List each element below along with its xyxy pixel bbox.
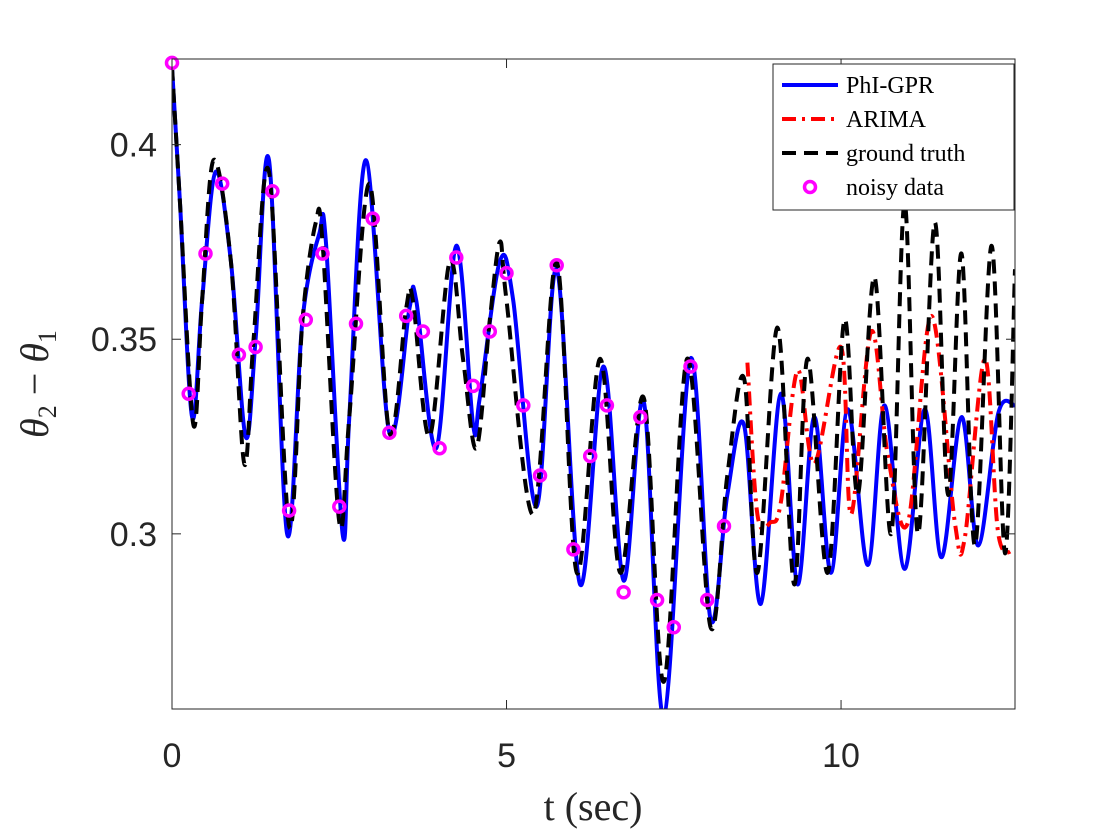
x-ticks: 0 5 10	[163, 59, 860, 775]
noisy-data-point	[666, 620, 682, 635]
noisy-data-point	[683, 359, 698, 374]
noisy-data-point	[432, 440, 447, 456]
x-tick-label: 10	[822, 737, 860, 775]
noisy-data-point	[332, 499, 347, 514]
series-layer	[172, 66, 1015, 709]
y-ticks: 0.3 0.35 0.4	[91, 127, 1015, 554]
y-label-minus: −	[12, 363, 57, 406]
y-tick-label: 0.4	[110, 127, 157, 165]
legend-swatch-noisy-data	[802, 179, 818, 195]
noisy-data-point	[566, 542, 581, 557]
noisy-data-point	[482, 324, 498, 339]
noisy-data-point	[348, 316, 364, 331]
x-tick-label: 5	[497, 737, 516, 775]
y-tick-label: 0.35	[91, 321, 157, 359]
noisy-data-point	[549, 258, 564, 273]
legend-label-ground-truth: ground truth	[846, 141, 965, 167]
noisy-data-point	[231, 347, 247, 363]
legend-label-phi-gpr: PhI-GPR	[846, 73, 934, 99]
axes-box	[171, 58, 1016, 710]
legend-label-noisy-data: noisy data	[846, 175, 944, 201]
noisy-data-point	[716, 518, 732, 534]
y-label-sub-b: 1	[33, 330, 62, 343]
y-tick-label: 0.3	[110, 516, 157, 554]
noisy-data-point	[699, 592, 715, 608]
y-label-sub-a: 2	[33, 405, 62, 418]
legend-box	[772, 63, 1015, 211]
noisy-data-point	[449, 250, 464, 265]
noisy-data-point	[465, 378, 481, 394]
noisy-data-point	[398, 308, 414, 324]
legend-label-arima: ARIMA	[846, 107, 927, 133]
noisy-data-point	[499, 265, 514, 281]
noisy-data-point	[582, 448, 598, 464]
noisy-data-point	[516, 398, 531, 413]
x-tick-label: 0	[163, 737, 182, 775]
noisy-data-point	[248, 339, 263, 355]
noisy-data-point	[365, 211, 380, 226]
noisy-data-point	[181, 386, 196, 401]
noisy-data-point	[315, 246, 330, 261]
y-label-theta-a: θ	[12, 418, 57, 438]
noisy-data-point	[415, 324, 431, 339]
noisy-data-point	[281, 503, 297, 518]
y-axis-label: θ2 − θ1	[12, 330, 62, 438]
noisy-data-point	[649, 592, 665, 608]
y-label-theta-b: θ	[12, 343, 57, 363]
noisy-data-point	[532, 468, 548, 483]
noisy-data-point	[633, 409, 648, 425]
noisy-data-point	[382, 425, 397, 440]
x-axis-label: t (sec)	[544, 784, 643, 829]
noisy-data-point	[616, 584, 631, 600]
noisy-data-point	[599, 398, 615, 413]
noisy-data-markers	[164, 55, 732, 635]
noisy-data-point	[214, 176, 230, 191]
noisy-data-point	[198, 246, 213, 261]
legend: PhI-GPR ARIMA ground truth noisy data	[772, 63, 1015, 211]
noisy-data-point	[298, 312, 314, 328]
series-line-ground-truth	[172, 66, 1015, 684]
noisy-data-point	[265, 184, 280, 199]
